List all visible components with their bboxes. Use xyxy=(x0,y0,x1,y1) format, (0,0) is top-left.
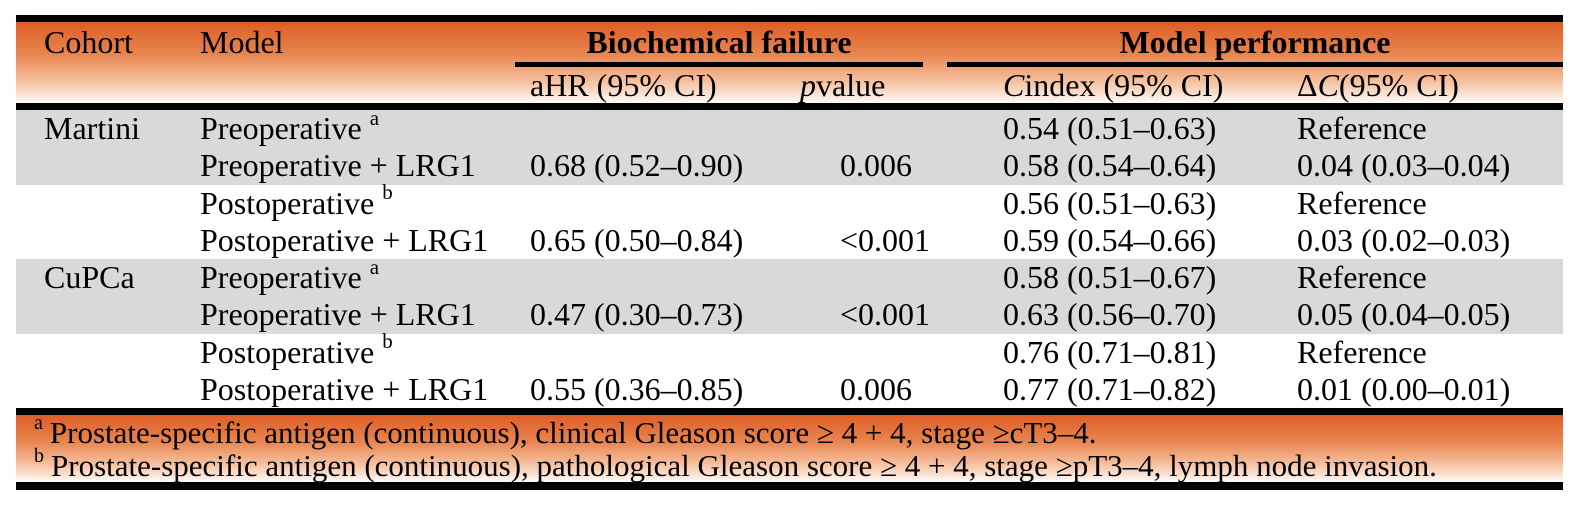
group-underline-biochemical xyxy=(515,62,923,67)
footnote-block: a Prostate-specific antigen (continuous),… xyxy=(16,411,1563,483)
subheader-italic: C xyxy=(1317,66,1339,103)
header-body-rule xyxy=(16,103,1563,110)
model-cell: Preoperative a xyxy=(200,254,380,296)
cohort-cell xyxy=(16,371,184,408)
delta-c-cell: Reference xyxy=(1297,184,1427,221)
delta-c-cell: 0.05 (0.04–0.05) xyxy=(1297,296,1511,333)
c-index-cell: 0.63 (0.56–0.70) xyxy=(1003,296,1217,333)
p-value-cell xyxy=(784,110,987,147)
model-label: Postoperative + LRG1 xyxy=(200,221,489,258)
ahr-cell xyxy=(514,259,784,296)
subheader-pre: aHR (95% CI) xyxy=(530,66,717,103)
delta-c-cell: Reference xyxy=(1297,259,1427,296)
model-label: Preoperative xyxy=(200,259,362,296)
cohort-cell xyxy=(16,222,184,259)
ahr-cell: 0.65 (0.50–0.84) xyxy=(530,221,744,258)
model-label: Preoperative + LRG1 xyxy=(200,147,476,184)
model-cell: Preoperative + LRG1 xyxy=(184,147,514,184)
model-label: Postoperative xyxy=(200,184,375,221)
body-footnote-rule xyxy=(16,408,1563,415)
ahr-cell xyxy=(514,185,784,222)
ahr-cell: 0.47 (0.30–0.73) xyxy=(530,296,744,333)
c-index-cell: 0.56 (0.51–0.63) xyxy=(1003,184,1217,221)
top-rule xyxy=(16,15,1563,22)
subheader-italic: p xyxy=(800,66,816,103)
cohort-cell xyxy=(16,185,184,222)
delta-c-cell: Reference xyxy=(1297,333,1427,370)
ahr-cell: 0.55 (0.36–0.85) xyxy=(530,370,744,407)
model-cell: Postoperative b xyxy=(200,180,393,221)
table-body: Martini Preoperative a 0.54 (0.51–0.63) R… xyxy=(16,105,1563,408)
column-header-c-index: C index (95% CI) xyxy=(1003,67,1223,103)
model-cell: Preoperative a xyxy=(200,105,380,147)
table-row: Martini Preoperative a 0.54 (0.51–0.63) R… xyxy=(16,105,1563,148)
cohort-cell xyxy=(16,334,184,371)
cohort-cell xyxy=(16,147,184,184)
table-row: Postoperative + LRG1 0.65 (0.50–0.84) <0… xyxy=(16,222,1563,259)
column-header-cohort: Cohort xyxy=(44,23,133,60)
model-cell: Postoperative + LRG1 xyxy=(184,222,514,259)
table-row: CuPCa Preoperative a 0.58 (0.51–0.67) Ref… xyxy=(16,254,1563,297)
table-row: Postoperative b 0.76 (0.71–0.81) Referenc… xyxy=(16,329,1563,371)
footnote-text: Prostate-specific antigen (continuous), … xyxy=(49,414,1097,450)
column-header-ahr: aHR (95% CI) xyxy=(530,67,717,103)
delta-c-cell: 0.01 (0.00–0.01) xyxy=(1297,370,1511,407)
column-header-p-value: p value xyxy=(800,67,885,103)
model-cell: Postoperative + LRG1 xyxy=(184,371,514,408)
cohort-cell xyxy=(16,296,184,333)
bottom-rule xyxy=(16,482,1563,490)
p-value-cell: <0.001 xyxy=(840,221,931,258)
model-cell: Preoperative + LRG1 xyxy=(184,296,514,333)
model-cell: Postoperative b xyxy=(200,329,393,370)
column-header-model: Model xyxy=(200,23,284,60)
results-table: Cohort Model Biochemical failure Model p… xyxy=(16,15,1563,490)
model-label: Postoperative + LRG1 xyxy=(200,370,489,407)
model-label: Preoperative xyxy=(200,110,362,147)
cohort-cell: CuPCa xyxy=(44,259,135,296)
footnote-b: b Prostate-specific antigen (continuous),… xyxy=(34,444,1437,483)
group-header-biochemical-failure: Biochemical failure xyxy=(586,23,852,60)
table-row: Preoperative + LRG1 0.47 (0.30–0.73) <0.… xyxy=(16,296,1563,334)
c-index-cell: 0.58 (0.51–0.67) xyxy=(1003,259,1217,296)
delta-c-cell: 0.04 (0.03–0.04) xyxy=(1297,147,1511,184)
group-underline-performance xyxy=(947,62,1563,67)
subheader-rest: index (95% CI) xyxy=(1024,66,1224,103)
c-index-cell: 0.77 (0.71–0.82) xyxy=(1003,370,1217,407)
footnote-text: Prostate-specific antigen (continuous), … xyxy=(51,447,1437,483)
ahr-cell xyxy=(514,334,784,371)
model-label: Postoperative xyxy=(200,333,375,370)
c-index-cell: 0.58 (0.54–0.64) xyxy=(1003,147,1217,184)
subheader-pre: Δ xyxy=(1297,66,1318,103)
group-header-model-performance: Model performance xyxy=(1119,23,1391,60)
p-value-cell xyxy=(784,259,987,296)
delta-c-cell: Reference xyxy=(1297,110,1427,147)
table-row: Preoperative + LRG1 0.68 (0.52–0.90) 0.0… xyxy=(16,147,1563,185)
table-row: Postoperative + LRG1 0.55 (0.36–0.85) 0.… xyxy=(16,371,1563,408)
delta-c-cell: 0.03 (0.02–0.03) xyxy=(1297,221,1511,258)
p-value-cell xyxy=(784,334,987,371)
footnote-a: a Prostate-specific antigen (continuous),… xyxy=(34,411,1097,450)
p-value-cell: 0.006 xyxy=(840,370,912,407)
p-value-cell: 0.006 xyxy=(840,147,912,184)
table-row: Postoperative b 0.56 (0.51–0.63) Referenc… xyxy=(16,180,1563,222)
p-value-cell: <0.001 xyxy=(840,296,931,333)
c-index-cell: 0.54 (0.51–0.63) xyxy=(1003,110,1217,147)
c-index-cell: 0.76 (0.71–0.81) xyxy=(1003,333,1217,370)
subheader-rest: value xyxy=(816,66,886,103)
subheader-italic: C xyxy=(1003,66,1025,103)
table-header: Cohort Model Biochemical failure Model p… xyxy=(16,22,1563,103)
subheader-rest: (95% CI) xyxy=(1338,66,1459,103)
cohort-cell: Martini xyxy=(44,110,140,147)
ahr-cell xyxy=(514,110,784,147)
c-index-cell: 0.59 (0.54–0.66) xyxy=(1003,221,1217,258)
ahr-cell: 0.68 (0.52–0.90) xyxy=(530,147,744,184)
p-value-cell xyxy=(784,185,987,222)
model-label: Preoperative + LRG1 xyxy=(200,296,476,333)
